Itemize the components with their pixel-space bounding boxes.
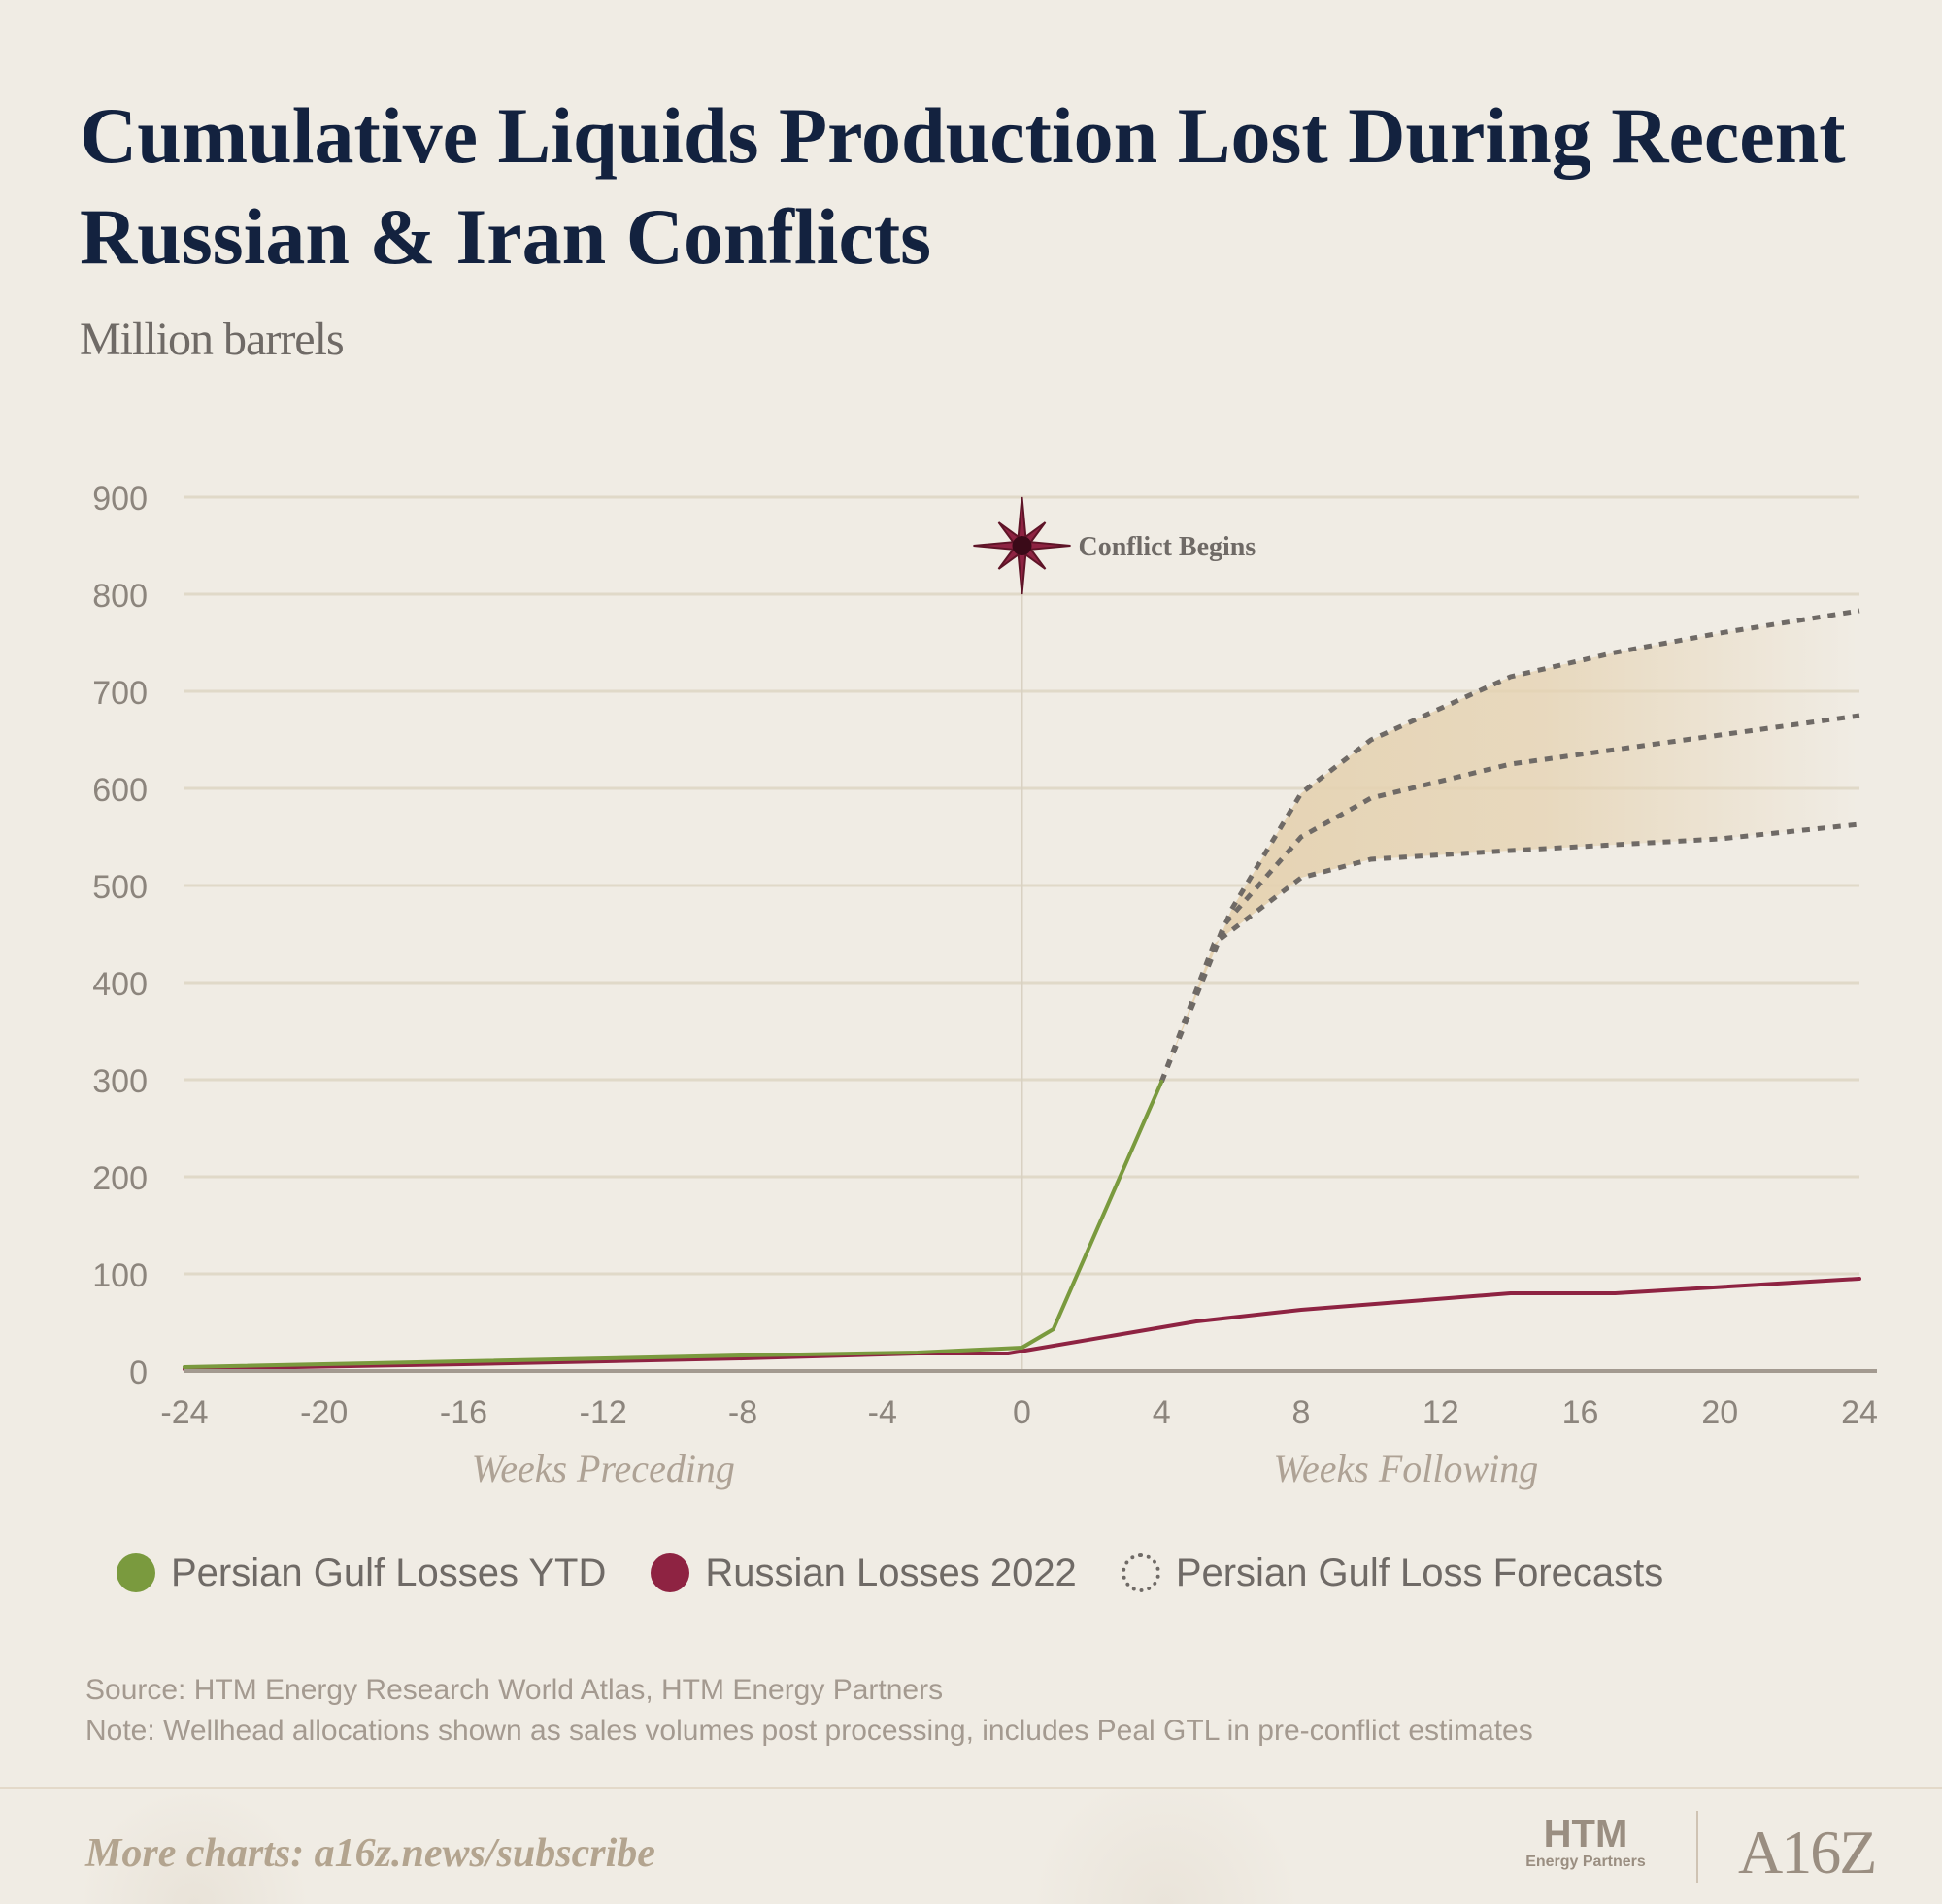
legend-item-persian-gulf: Persian Gulf Losses YTD xyxy=(117,1552,606,1595)
footnote: Note: Wellhead allocations shown as sale… xyxy=(85,1715,1533,1747)
legend-item-forecast: Persian Gulf Loss Forecasts xyxy=(1121,1551,1664,1595)
chart-title: Cumulative Liquids Production Lost Durin… xyxy=(80,91,1846,281)
legend-label: Russian Losses 2022 xyxy=(705,1551,1077,1594)
htm-logo: HTM Energy Partners xyxy=(1513,1815,1658,1877)
forecast-line-mid xyxy=(1158,713,1860,1083)
source-note: Source: HTM Energy Research World Atlas,… xyxy=(85,1674,944,1706)
htm-logo-text: HTM xyxy=(1543,1813,1628,1855)
annotations: Conflict Begins xyxy=(973,496,1256,595)
conflict-label: Conflict Begins xyxy=(1079,532,1256,562)
x-tick-label: 20 xyxy=(1701,1394,1738,1431)
x-group-label: Weeks Preceding xyxy=(472,1447,735,1490)
legend-item-russian: Russian Losses 2022 xyxy=(651,1551,1077,1595)
subscribe-link[interactable]: More charts: a16z.news/subscribe xyxy=(85,1831,655,1876)
legend-swatch-dotted xyxy=(1121,1553,1160,1592)
x-group-label: Weeks Following xyxy=(1273,1447,1538,1490)
legend-label: Persian Gulf Losses YTD xyxy=(171,1551,607,1594)
forecast-line-high xyxy=(1158,608,1860,1083)
x-tick-label: -20 xyxy=(300,1394,348,1431)
legend: Persian Gulf Losses YTD Russian Losses 2… xyxy=(117,1544,1708,1602)
legend-swatch-red xyxy=(651,1553,690,1592)
legend-label: Persian Gulf Loss Forecasts xyxy=(1175,1551,1664,1594)
y-tick-label: 300 xyxy=(92,1063,148,1100)
y-tick-label: 700 xyxy=(92,675,148,712)
htm-logo-subtext: Energy Partners xyxy=(1525,1854,1646,1870)
y-tick-label: 100 xyxy=(92,1257,148,1294)
conflict-star-center xyxy=(1012,536,1032,555)
forecast-band xyxy=(1161,611,1859,1082)
x-tick-label: -24 xyxy=(160,1394,208,1431)
a16z-logo: A16Z xyxy=(1738,1818,1877,1887)
x-tick-label: 4 xyxy=(1153,1394,1171,1431)
y-tick-label: 500 xyxy=(92,869,148,906)
y-tick-label: 600 xyxy=(92,772,148,809)
footer: More charts: a16z.news/subscribe HTM Ene… xyxy=(0,1787,1942,1904)
x-tick-label: 24 xyxy=(1841,1394,1878,1431)
x-tick-label: -12 xyxy=(580,1394,627,1431)
x-tick-label: -16 xyxy=(440,1394,487,1431)
series-line-persian-gulf xyxy=(183,1080,1164,1369)
x-tick-label: 12 xyxy=(1423,1394,1459,1431)
x-tick-label: 8 xyxy=(1292,1394,1311,1431)
y-tick-label: 400 xyxy=(92,966,148,1003)
y-tick-label: 800 xyxy=(92,578,148,615)
y-tick-label: 0 xyxy=(129,1354,148,1391)
y-tick-label: 200 xyxy=(92,1160,148,1197)
series-line-russian xyxy=(183,1277,1861,1371)
grid-lines xyxy=(184,495,1859,1371)
chart-subtitle: Million barrels xyxy=(80,314,345,365)
x-tick-label: -8 xyxy=(728,1394,757,1431)
series-lines xyxy=(183,608,1861,1371)
y-tick-label: 900 xyxy=(92,481,148,518)
forecast-band-area xyxy=(1161,611,1859,1082)
x-tick-label: 16 xyxy=(1562,1394,1599,1431)
x-tick-label: 0 xyxy=(1013,1394,1031,1431)
legend-swatch-green xyxy=(117,1553,155,1592)
footer-divider xyxy=(1696,1811,1698,1883)
x-tick-label: -4 xyxy=(868,1394,897,1431)
